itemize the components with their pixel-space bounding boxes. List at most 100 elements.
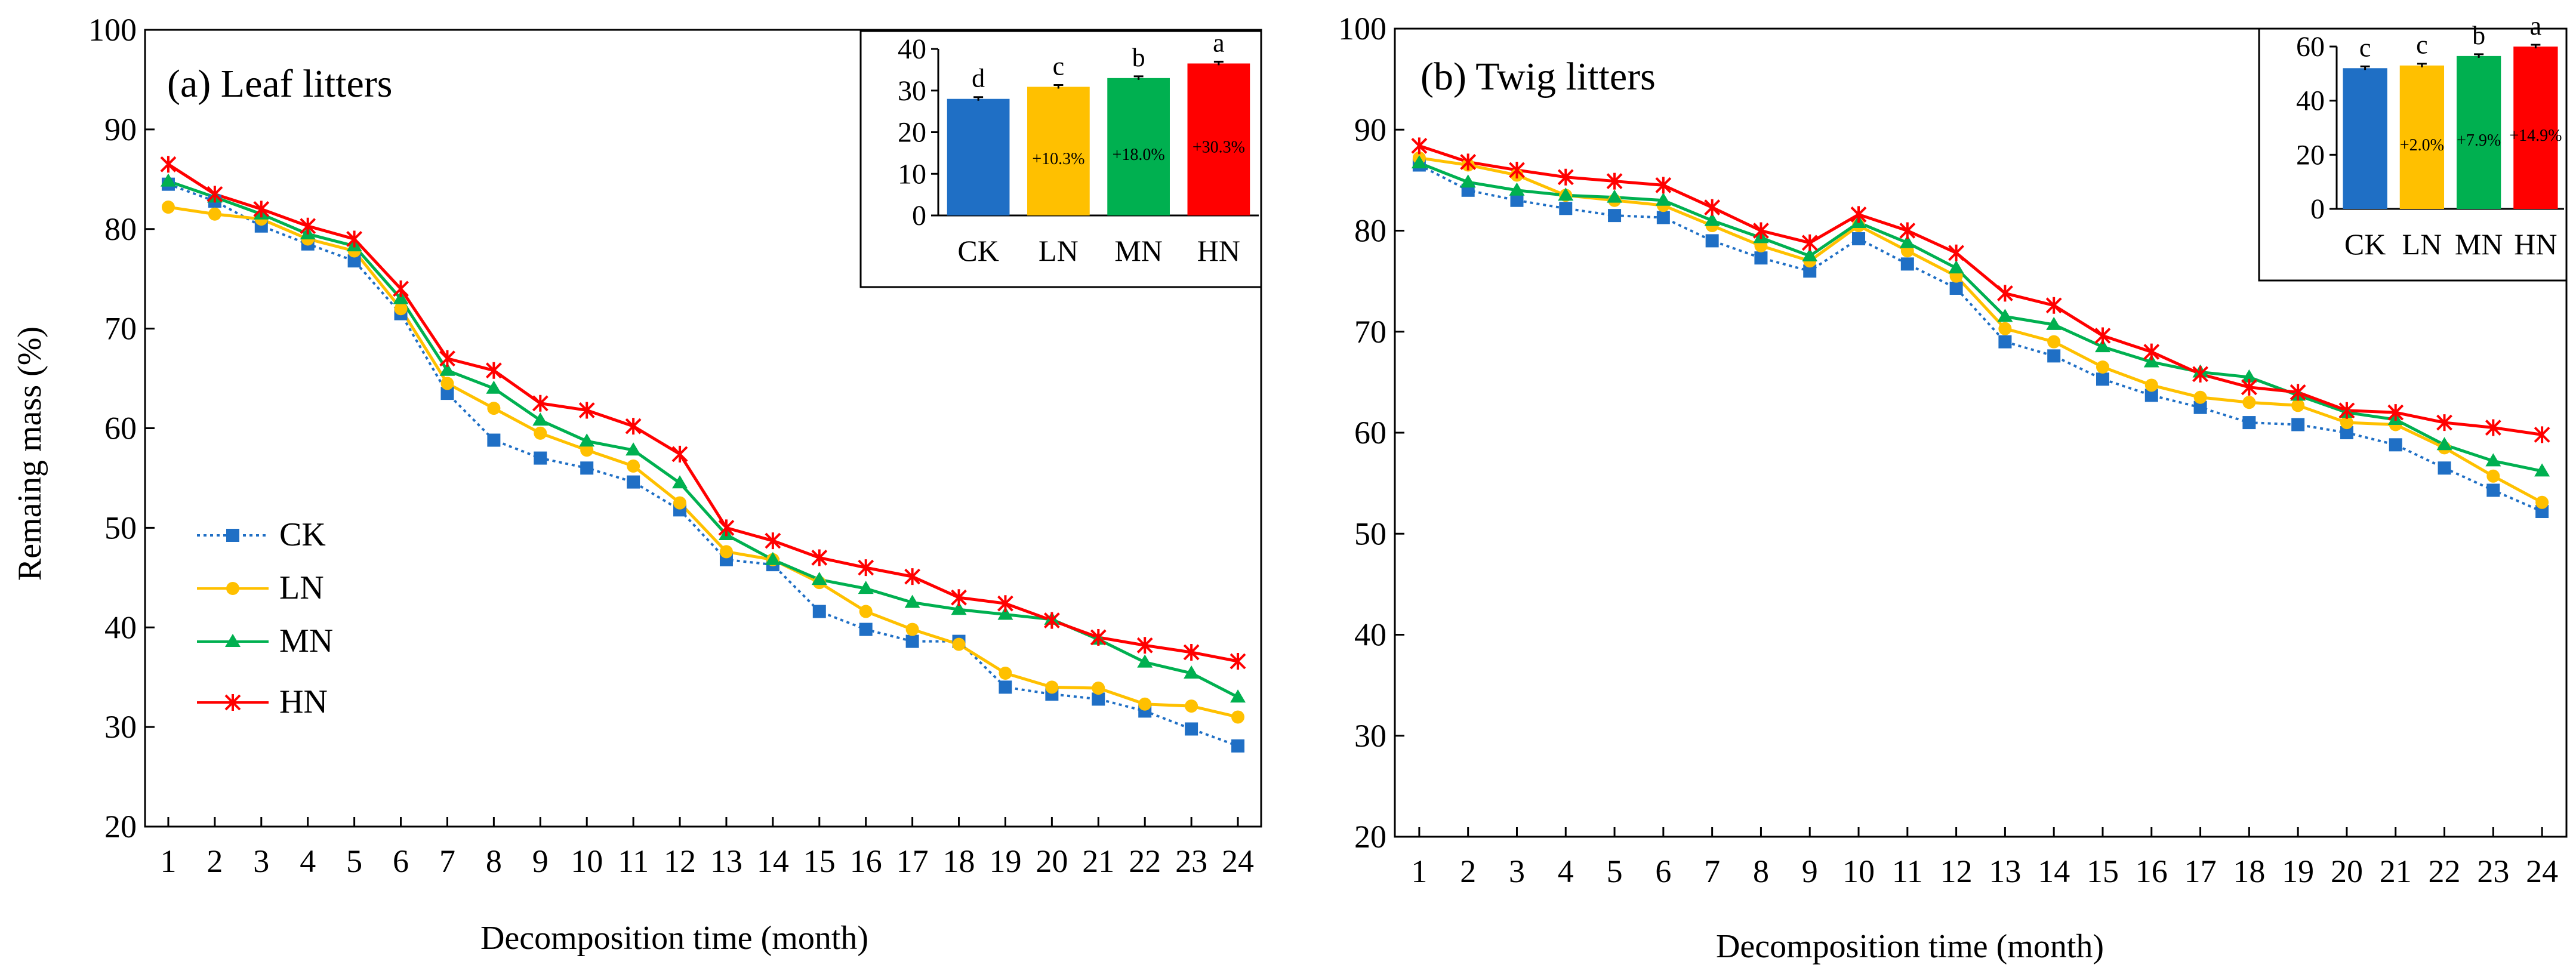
data-point-mn bbox=[904, 594, 920, 608]
y-tick-label: 50 bbox=[104, 510, 137, 545]
x-tick-label: 8 bbox=[486, 843, 502, 879]
inset-category-label: MN bbox=[2455, 227, 2503, 261]
inset-error-bar bbox=[2360, 65, 2370, 70]
data-point-hn bbox=[253, 201, 270, 218]
inset-error-bar bbox=[2531, 44, 2541, 48]
inset-y-tick-label: 40 bbox=[898, 33, 926, 65]
data-point-hn bbox=[951, 589, 967, 606]
x-tick-label: 18 bbox=[943, 843, 975, 879]
data-point-hn bbox=[1557, 168, 1574, 186]
y-tick-label: 50 bbox=[1354, 516, 1386, 551]
inset-category-label: LN bbox=[1039, 234, 1079, 267]
y-tick-label: 80 bbox=[1354, 213, 1386, 249]
data-point-ck bbox=[1949, 281, 1963, 295]
inset-category-label: CK bbox=[957, 234, 999, 267]
inset-bar-ln bbox=[2399, 65, 2445, 209]
data-point-ln bbox=[1185, 699, 1198, 713]
data-point-ln bbox=[627, 459, 640, 473]
data-point-hn bbox=[1043, 612, 1060, 629]
data-point-hn bbox=[1136, 637, 1153, 654]
data-point-mn bbox=[858, 581, 874, 594]
data-point-mn bbox=[1607, 189, 1623, 203]
x-tick-label: 19 bbox=[2282, 853, 2314, 889]
data-point-hn bbox=[578, 402, 595, 419]
data-point-hn bbox=[2338, 402, 2355, 419]
data-point-mn bbox=[951, 602, 967, 615]
data-point-ck bbox=[2291, 418, 2305, 431]
data-point-hn bbox=[1655, 177, 1672, 194]
data-point-ck bbox=[859, 622, 873, 636]
data-point-hn bbox=[1509, 161, 1525, 178]
data-point-ck bbox=[1231, 739, 1245, 753]
data-point-hn bbox=[2192, 365, 2208, 383]
data-point-mn bbox=[2241, 369, 2257, 383]
y-tick-label: 100 bbox=[1338, 11, 1386, 47]
data-point-hn bbox=[1411, 137, 1428, 155]
panel-b-x-axis-label: Decomposition time (month) bbox=[1716, 928, 2104, 965]
data-point-hn bbox=[904, 568, 921, 585]
x-tick-label: 11 bbox=[618, 843, 649, 879]
data-point-mn bbox=[765, 551, 781, 565]
data-point-ck bbox=[534, 451, 547, 465]
x-tick-label: 1 bbox=[160, 843, 176, 879]
data-point-ck bbox=[440, 387, 454, 400]
data-point-ck bbox=[2242, 416, 2256, 430]
x-tick-label: 23 bbox=[1175, 843, 1207, 879]
data-point-mn bbox=[439, 362, 455, 376]
data-point-mn bbox=[1802, 248, 1818, 261]
data-point-ck bbox=[812, 605, 826, 618]
x-tick-label: 9 bbox=[532, 843, 549, 879]
data-point-ln bbox=[1092, 682, 1105, 695]
data-point-hn bbox=[2436, 414, 2452, 431]
inset-y-tick-label: 30 bbox=[898, 75, 926, 107]
data-point-hn bbox=[1948, 244, 1965, 261]
data-point-mn bbox=[1137, 654, 1153, 668]
data-point-ck bbox=[999, 680, 1012, 694]
data-point-ln bbox=[2486, 469, 2500, 483]
y-tick-label: 30 bbox=[104, 709, 137, 745]
data-point-hn bbox=[1183, 643, 1200, 661]
y-tick-label: 20 bbox=[1354, 819, 1386, 855]
data-point-hn bbox=[2094, 327, 2111, 344]
x-tick-label: 11 bbox=[1892, 853, 1923, 889]
x-tick-label: 9 bbox=[1802, 853, 1818, 889]
series-line-hn bbox=[1419, 144, 2543, 436]
inset-y-tick-label: 20 bbox=[2296, 139, 2325, 171]
legend-marker-ck bbox=[226, 529, 239, 542]
y-tick-label: 90 bbox=[104, 112, 137, 147]
legend-marker-ln bbox=[226, 582, 239, 595]
data-point-ck bbox=[1852, 232, 1866, 246]
data-point-hn bbox=[2387, 404, 2404, 421]
data-point-ck bbox=[347, 254, 361, 268]
inset-y-tick-label: 60 bbox=[2296, 31, 2325, 63]
series-line-ln bbox=[1419, 156, 2543, 504]
data-point-ln bbox=[2096, 360, 2109, 374]
x-tick-label: 4 bbox=[1558, 853, 1574, 889]
data-point-mn bbox=[997, 606, 1013, 620]
inset-significance-letter: c bbox=[2416, 30, 2428, 60]
x-tick-label: 12 bbox=[1940, 853, 1973, 889]
data-point-ln bbox=[394, 302, 408, 316]
data-point-ln bbox=[673, 496, 687, 510]
x-tick-label: 16 bbox=[850, 843, 882, 879]
x-tick-label: 3 bbox=[1509, 853, 1525, 889]
x-tick-label: 19 bbox=[989, 843, 1021, 879]
inset-percent-label: +2.0% bbox=[2400, 136, 2444, 155]
series-line-ck bbox=[168, 183, 1238, 747]
data-point-hn bbox=[1850, 206, 1867, 223]
data-point-ln bbox=[2340, 416, 2353, 430]
data-point-mn bbox=[532, 412, 549, 426]
inset-percent-label: +30.3% bbox=[1193, 138, 1245, 157]
data-point-ln bbox=[952, 637, 966, 651]
x-tick-label: 24 bbox=[2526, 853, 2558, 889]
data-point-ln bbox=[440, 377, 454, 390]
x-tick-label: 14 bbox=[757, 843, 789, 879]
data-point-ln bbox=[2242, 396, 2256, 409]
data-point-ck bbox=[2144, 389, 2158, 402]
inset-y-tick-label: 10 bbox=[898, 158, 926, 190]
data-point-hn bbox=[718, 519, 735, 537]
x-tick-label: 5 bbox=[346, 843, 362, 879]
